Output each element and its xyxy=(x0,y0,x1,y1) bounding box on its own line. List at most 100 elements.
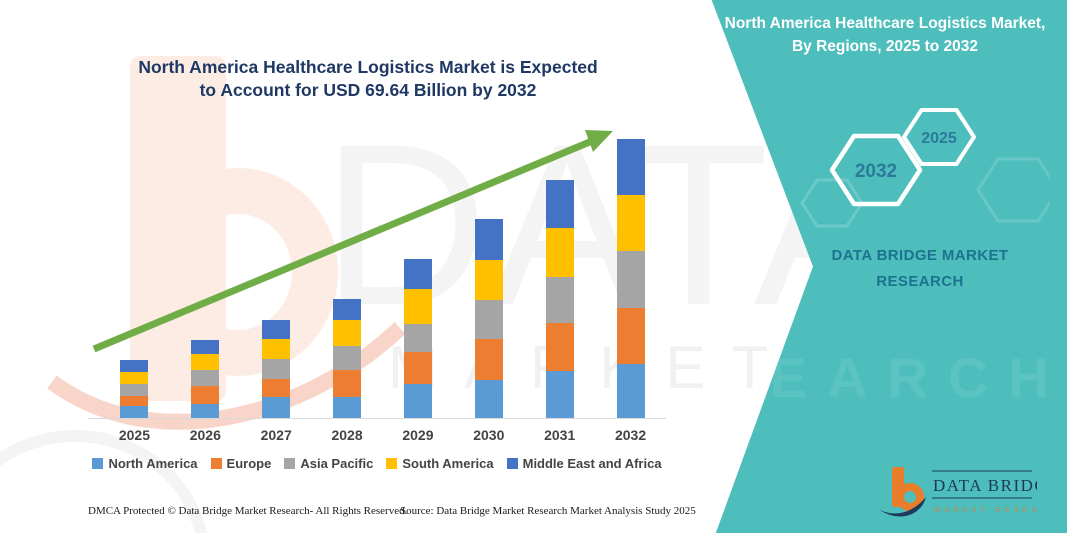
legend-label-europe: Europe xyxy=(226,456,272,471)
x-axis-label-2031: 2031 xyxy=(544,427,576,443)
legend-item-north-america: North America xyxy=(92,456,198,471)
bar-segment-europe-2030 xyxy=(474,338,503,380)
bar-segment-middle-east-and-africa-2025 xyxy=(120,360,149,373)
bar-segment-europe-2027 xyxy=(262,379,291,397)
legend-swatch-middle-east-and-africa xyxy=(506,458,518,469)
bar-segment-north-america-2027 xyxy=(262,396,291,418)
bar-segment-middle-east-and-africa-2032 xyxy=(616,139,645,195)
hexagon-2032-label: 2032 xyxy=(855,161,897,182)
bar-segment-europe-2032 xyxy=(616,307,645,364)
bar-segment-south-america-2026 xyxy=(191,353,220,371)
bar-column-2030 xyxy=(453,137,524,418)
hexagon-2025-label: 2025 xyxy=(921,130,957,147)
bar-segment-north-america-2028 xyxy=(333,396,362,418)
stacked-bar-2029 xyxy=(403,259,432,418)
legend-item-south-america: South America xyxy=(386,456,494,471)
hexagon-2025-icon xyxy=(902,108,976,166)
stacked-bar-2028 xyxy=(333,299,362,418)
stacked-bar-2025 xyxy=(120,360,149,418)
bar-segment-middle-east-and-africa-2028 xyxy=(333,299,362,321)
hexagon-faint-icon xyxy=(976,157,1050,223)
bar-segment-asia-pacific-2029 xyxy=(403,324,432,353)
x-axis-labels: 2025 2026 2027 2028 2029 2030 2031 2032 xyxy=(99,427,666,443)
bar-segment-north-america-2032 xyxy=(616,363,645,418)
brand-text: DATA BRIDGE MARKET RESEARCH xyxy=(831,247,1009,290)
bar-segment-middle-east-and-africa-2030 xyxy=(474,218,503,261)
legend-item-europe: Europe xyxy=(210,456,272,471)
bar-segment-europe-2028 xyxy=(333,370,362,397)
bar-segment-middle-east-and-africa-2029 xyxy=(403,259,432,289)
bar-segment-south-america-2025 xyxy=(120,372,149,385)
bar-column-2028 xyxy=(312,137,383,418)
legend-label-middle-east-and-africa: Middle East and Africa xyxy=(522,456,662,471)
bar-segment-north-america-2025 xyxy=(120,406,149,418)
bar-segment-middle-east-and-africa-2031 xyxy=(545,180,574,229)
logo-swoosh-icon xyxy=(877,497,926,517)
bar-segment-asia-pacific-2027 xyxy=(262,359,291,380)
x-axis-label-2026: 2026 xyxy=(189,427,221,443)
legend-label-south-america: South America xyxy=(402,456,494,471)
bar-segment-south-america-2030 xyxy=(474,260,503,301)
x-axis-label-2028: 2028 xyxy=(331,427,363,443)
x-axis-label-2029: 2029 xyxy=(402,427,434,443)
legend-swatch-europe xyxy=(210,458,222,469)
bar-segment-europe-2026 xyxy=(191,386,220,404)
bar-segment-south-america-2031 xyxy=(545,228,574,277)
legend-label-asia-pacific: Asia Pacific xyxy=(300,456,374,471)
legend-label-north-america: North America xyxy=(108,456,198,471)
x-axis-label-2032: 2032 xyxy=(614,427,647,443)
legend-swatch-south-america xyxy=(386,458,398,469)
bar-segment-north-america-2029 xyxy=(403,384,432,418)
legend-item-asia-pacific: Asia Pacific xyxy=(284,456,373,471)
logo-b-bowl-icon xyxy=(896,483,924,511)
bar-segment-south-america-2029 xyxy=(403,288,432,325)
panel-title: North America Healthcare Logistics Marke… xyxy=(724,15,1046,55)
legend-swatch-north-america xyxy=(92,458,104,469)
hexagon-2032-icon xyxy=(829,133,923,207)
stacked-bar-2032 xyxy=(616,139,645,418)
bar-segment-asia-pacific-2032 xyxy=(616,250,645,308)
bar-segment-south-america-2032 xyxy=(616,194,645,251)
bar-segment-europe-2031 xyxy=(545,323,574,372)
bar-segment-asia-pacific-2025 xyxy=(120,384,149,396)
bar-column-2032 xyxy=(595,137,666,418)
x-axis-label-2027: 2027 xyxy=(260,427,292,443)
chart-title: North America Healthcare Logistics Marke… xyxy=(138,57,598,100)
footer-source-text: Source: Data Bridge Market Research Mark… xyxy=(400,505,696,517)
bar-segment-south-america-2027 xyxy=(262,339,291,360)
bar-column-2026 xyxy=(170,137,241,418)
logo-subtitle: MARKET RESEARCH xyxy=(934,505,1037,514)
data-bridge-logo: DATA BRIDGE MARKET RESEARCH xyxy=(877,467,1037,517)
bar-column-2025 xyxy=(99,137,170,418)
plot-area xyxy=(99,137,666,418)
stacked-bar-2027 xyxy=(262,320,291,418)
bar-segment-south-america-2028 xyxy=(333,320,362,346)
bar-segment-asia-pacific-2028 xyxy=(333,345,362,371)
bar-column-2029 xyxy=(383,137,454,418)
bar-segment-middle-east-and-africa-2027 xyxy=(262,320,291,340)
bar-column-2027 xyxy=(241,137,312,418)
bar-segment-asia-pacific-2030 xyxy=(474,300,503,339)
footer-dmca-text: DMCA Protected © Data Bridge Market Rese… xyxy=(88,505,408,517)
legend-swatch-asia-pacific xyxy=(284,458,296,469)
logo-title: DATA BRIDGE xyxy=(933,476,1037,495)
bar-segment-middle-east-and-africa-2026 xyxy=(191,339,220,354)
year-hexagons: 2032 2025 xyxy=(800,108,1050,228)
legend-item-middle-east-and-africa: Middle East and Africa xyxy=(506,456,662,471)
bar-segment-asia-pacific-2031 xyxy=(545,276,574,324)
x-axis-label-2025: 2025 xyxy=(118,427,151,443)
bar-segment-europe-2029 xyxy=(403,352,432,384)
x-axis-label-2030: 2030 xyxy=(473,427,505,443)
bar-segment-north-america-2030 xyxy=(474,379,503,418)
chart-legend: North America Europe Asia Pacific South Ame… xyxy=(88,456,666,471)
bar-segment-north-america-2031 xyxy=(545,371,574,418)
bar-segment-europe-2025 xyxy=(120,395,149,407)
bar-segment-asia-pacific-2026 xyxy=(191,370,220,387)
bar-column-2031 xyxy=(524,137,595,418)
stacked-bar-2031 xyxy=(545,180,574,418)
stacked-bar-2026 xyxy=(191,339,220,418)
stacked-bar-2030 xyxy=(474,218,503,418)
x-axis-line xyxy=(88,418,666,419)
bar-segment-north-america-2026 xyxy=(191,403,220,418)
